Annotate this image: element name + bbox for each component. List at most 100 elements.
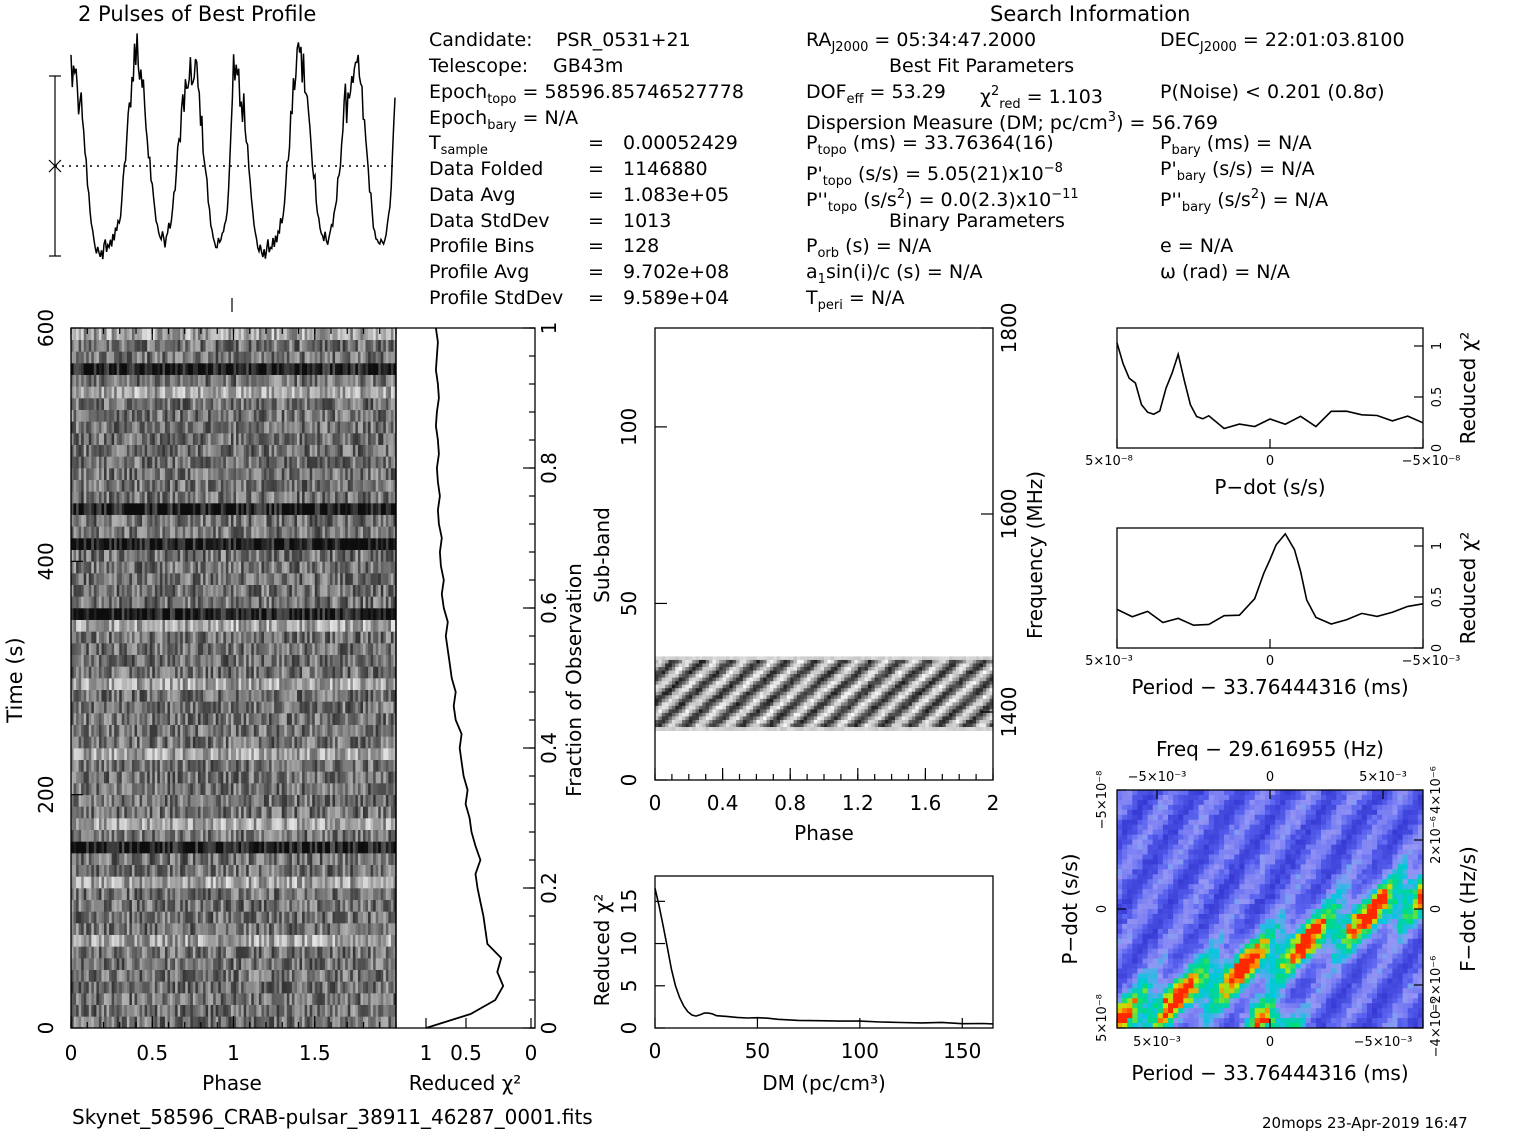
time-phase-cell [254, 981, 257, 993]
time-phase-cell [190, 865, 193, 877]
time-phase-cell [355, 690, 358, 702]
time-phase-cell [122, 585, 125, 597]
time-phase-cell [302, 876, 305, 888]
time-phase-cell [353, 935, 356, 947]
time-phase-cell [96, 888, 99, 900]
time-phase-cell [178, 900, 181, 912]
time-phase-cell [117, 620, 120, 632]
time-phase-cell [246, 573, 249, 585]
time-phase-cell [267, 1016, 270, 1028]
time-phase-cell [279, 888, 282, 900]
time-phase-cell [368, 888, 371, 900]
time-phase-cell [94, 643, 97, 655]
time-phase-cell [107, 1016, 110, 1028]
time-phase-cell [157, 643, 160, 655]
time-phase-cell [251, 760, 254, 772]
time-phase-cell [180, 900, 183, 912]
time-phase-cell [325, 1005, 328, 1017]
time-phase-cell [388, 806, 391, 818]
time-phase-cell [157, 1016, 160, 1028]
time-phase-cell [89, 981, 92, 993]
time-phase-cell [391, 725, 394, 737]
time-phase-cell [368, 643, 371, 655]
time-phase-cell [350, 993, 353, 1005]
time-phase-cell [173, 713, 176, 725]
time-phase-cell [312, 725, 315, 737]
time-phase-cell [371, 888, 374, 900]
time-phase-cell [259, 1005, 262, 1017]
time-phase-cell [162, 1005, 165, 1017]
time-phase-cell [96, 923, 99, 935]
time-phase-cell [152, 876, 155, 888]
time-phase-cell [294, 1016, 297, 1028]
time-phase-cell [300, 853, 303, 865]
time-phase-cell [185, 585, 188, 597]
time-phase-cell [206, 958, 209, 970]
time-phase-cell [157, 678, 160, 690]
time-phase-cell [200, 666, 203, 678]
time-phase-cell [76, 993, 79, 1005]
time-phase-cell [239, 783, 242, 795]
time-phase-cell [320, 783, 323, 795]
time-phase-cell [203, 690, 206, 702]
time-phase-cell [206, 771, 209, 783]
time-phase-cell [378, 795, 381, 807]
time-phase-cell [91, 900, 94, 912]
time-phase-cell [157, 818, 160, 830]
time-phase-cell [363, 946, 366, 958]
time-phase-cell [129, 573, 132, 585]
time-phase-cell [84, 643, 87, 655]
time-phase-cell [272, 981, 275, 993]
time-phase-cell [256, 585, 259, 597]
time-phase-cell [183, 970, 186, 982]
time-phase-cell [145, 853, 148, 865]
time-phase-cell [122, 701, 125, 713]
time-phase-cell [315, 935, 318, 947]
time-phase-cell [132, 725, 135, 737]
time-phase-cell [198, 585, 201, 597]
time-phase-cell [228, 666, 231, 678]
time-phase-cell [378, 911, 381, 923]
time-phase-cell [322, 900, 325, 912]
time-phase-cell [234, 993, 237, 1005]
time-phase-cell [272, 958, 275, 970]
time-phase-cell [244, 795, 247, 807]
time-phase-cell [378, 818, 381, 830]
time-phase-cell [81, 841, 84, 853]
time-phase-cell [140, 853, 143, 865]
time-phase-cell [160, 713, 163, 725]
time-phase-cell [256, 806, 259, 818]
time-phase-cell [312, 818, 315, 830]
time-phase-cell [378, 701, 381, 713]
time-phase-cell [155, 888, 158, 900]
time-phase-cell [226, 655, 229, 667]
time-phase-cell [147, 1005, 150, 1017]
time-phase-cell [249, 655, 252, 667]
time-phase-cell [165, 725, 168, 737]
time-phase-cell [345, 865, 348, 877]
time-phase-cell [129, 946, 132, 958]
time-phase-cell [211, 865, 214, 877]
time-phase-cell [300, 631, 303, 643]
time-phase-cell [127, 620, 130, 632]
time-phase-cell [152, 655, 155, 667]
time-phase-cell [81, 631, 84, 643]
time-phase-cell [162, 935, 165, 947]
time-phase-cell [355, 795, 358, 807]
time-phase-cell [165, 900, 168, 912]
time-phase-cell [193, 655, 196, 667]
time-phase-cell [117, 900, 120, 912]
time-phase-cell [327, 631, 330, 643]
time-phase-cell [267, 900, 270, 912]
time-phase-cell [353, 830, 356, 842]
time-phase-cell [211, 853, 214, 865]
time-phase-cell [274, 713, 277, 725]
time-phase-cell [86, 631, 89, 643]
time-phase-cell [76, 596, 79, 608]
time-phase-cell [167, 643, 170, 655]
time-phase-cell [327, 981, 330, 993]
time-phase-cell [327, 655, 330, 667]
time-phase-cell [251, 1005, 254, 1017]
time-phase-cell [122, 713, 125, 725]
time-phase-cell [236, 701, 239, 713]
